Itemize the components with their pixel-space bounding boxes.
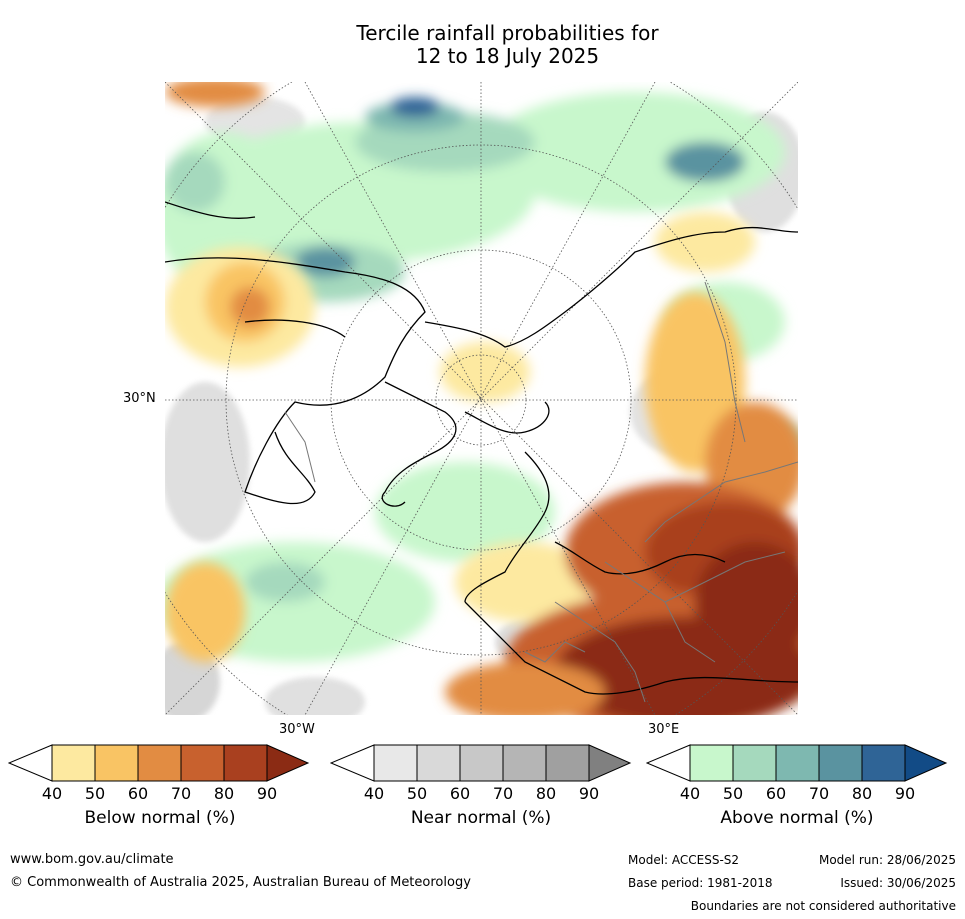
title-line-2: 12 to 18 July 2025 <box>415 44 600 68</box>
graticule <box>165 82 798 715</box>
cbar3-tick: 40 <box>679 784 701 803</box>
cbar1-tick: 60 <box>127 784 149 803</box>
cbar3-tick: 90 <box>894 784 916 803</box>
above-normal-label: Above normal (%) <box>720 808 874 828</box>
above-normal-swatches <box>690 745 905 781</box>
cbar2-tick: 60 <box>449 784 471 803</box>
swatch <box>690 745 733 781</box>
swatch <box>733 745 776 781</box>
country-boundaries <box>284 281 798 703</box>
swatch <box>138 745 181 781</box>
below-normal-regions <box>165 82 798 715</box>
cbar1-tick: 70 <box>170 784 192 803</box>
swatch <box>776 745 819 781</box>
swatch <box>224 745 267 781</box>
cbar3-tick: 60 <box>765 784 787 803</box>
above-normal-colorbar <box>646 744 948 782</box>
model-run-text: Model run: 28/06/2025 <box>818 853 956 867</box>
swatch <box>819 745 862 781</box>
base-period-text: Base period: 1981-2018 <box>628 876 773 890</box>
below-normal-colorbar <box>8 744 310 782</box>
cbar3-tick: 80 <box>851 784 873 803</box>
swatch <box>52 745 95 781</box>
cbar2-tick: 50 <box>406 784 428 803</box>
swatch <box>460 745 503 781</box>
map-title: Tercile rainfall probabilities for 12 to… <box>0 22 965 68</box>
swatch <box>181 745 224 781</box>
forecast-map <box>165 82 798 715</box>
longitude-30e-label: 30°E <box>648 722 680 737</box>
below-normal-swatches <box>52 745 267 781</box>
latitude-30n-label: 30°N <box>123 391 156 406</box>
cbar2-tick: 70 <box>492 784 514 803</box>
cbar1-tick: 80 <box>213 784 235 803</box>
model-text: Model: ACCESS-S2 <box>628 853 740 867</box>
cbar1-tick: 50 <box>84 784 106 803</box>
cbar3-tick: 50 <box>722 784 744 803</box>
cbar2-tick: 80 <box>535 784 557 803</box>
cbar1-tick: 40 <box>41 784 63 803</box>
cbar2-tick: 90 <box>578 784 600 803</box>
swatch <box>546 745 589 781</box>
coastlines <box>165 201 798 695</box>
near-normal-swatches <box>374 745 589 781</box>
issued-text: Issued: 30/06/2025 <box>840 876 956 890</box>
longitude-30w-label: 30°W <box>279 722 315 737</box>
swatch <box>862 745 905 781</box>
cbar1-tick: 90 <box>256 784 278 803</box>
website-link[interactable]: www.bom.gov.au/climate <box>10 852 174 867</box>
swatch <box>503 745 546 781</box>
swatch <box>374 745 417 781</box>
copyright-text: © Commonwealth of Australia 2025, Austra… <box>10 875 471 890</box>
swatch <box>95 745 138 781</box>
title-line-1: Tercile rainfall probabilities for <box>356 21 659 45</box>
above-normal-regions <box>165 92 798 662</box>
near-normal-label: Near normal (%) <box>410 808 552 828</box>
swatch <box>417 745 460 781</box>
near-normal-colorbar <box>330 744 632 782</box>
boundaries-disclaimer: Boundaries are not considered authoritat… <box>690 899 956 913</box>
below-normal-label: Below normal (%) <box>84 808 236 828</box>
map-svg <box>165 82 798 715</box>
cbar2-tick: 40 <box>363 784 385 803</box>
cbar3-tick: 70 <box>808 784 830 803</box>
